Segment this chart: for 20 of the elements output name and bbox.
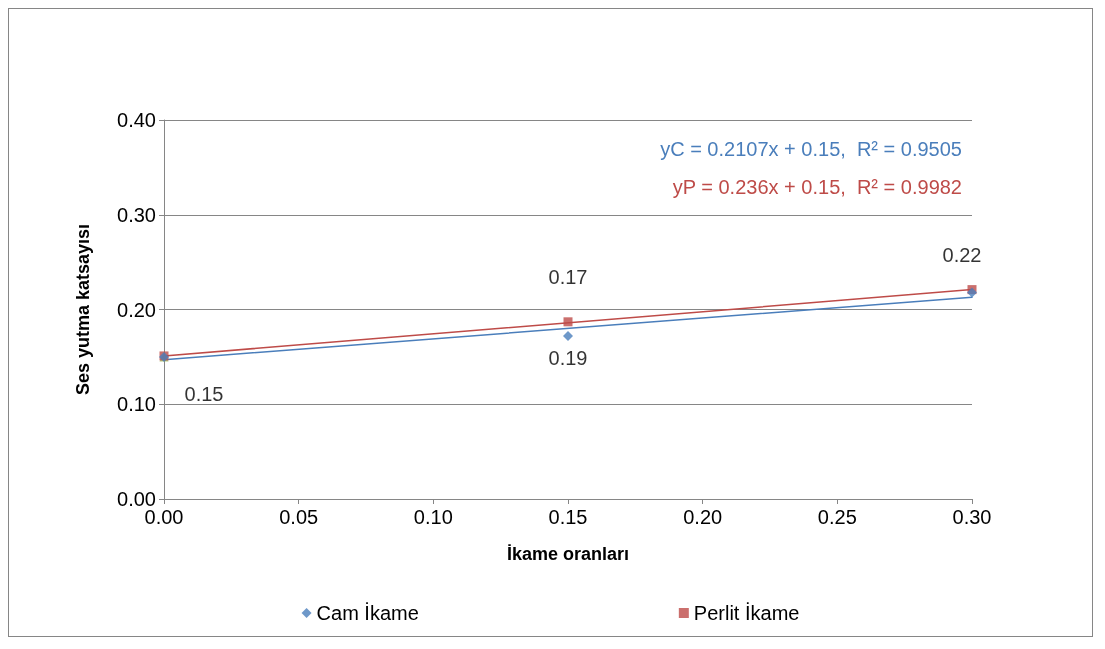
x-tick-label: 0.15 (548, 506, 588, 528)
x-tick-label: 0.20 (683, 506, 723, 528)
x-tick-label: 0.25 (817, 506, 857, 528)
data-label: 0.17 (548, 266, 588, 289)
y-tick-label: 0.40 (117, 109, 156, 131)
y-tick-label: 0.20 (117, 298, 156, 321)
legend-label: Cam İkame (316, 602, 419, 624)
annotation: yP = 0.236x + 0.15, R² = 0.9982 (672, 176, 962, 198)
data-label: 0.19 (548, 347, 588, 370)
legend-label: Perlit İkame (693, 602, 800, 624)
y-axis-title: Ses yutma katsayısı (73, 223, 93, 396)
x-tick-label: 0.30 (952, 506, 992, 528)
x-axis-title: İkame oranları (506, 544, 630, 564)
x-tick-label: 0.05 (279, 506, 319, 528)
data-label: 0.15 (184, 382, 224, 405)
y-tick-label: 0.10 (117, 393, 156, 416)
annotation: yC = 0.2107x + 0.15, R² = 0.9505 (660, 138, 962, 160)
y-tick-label: 0.30 (117, 203, 156, 226)
data-label: 0.22 (942, 244, 982, 267)
x-tick-label: 0.10 (413, 506, 453, 528)
